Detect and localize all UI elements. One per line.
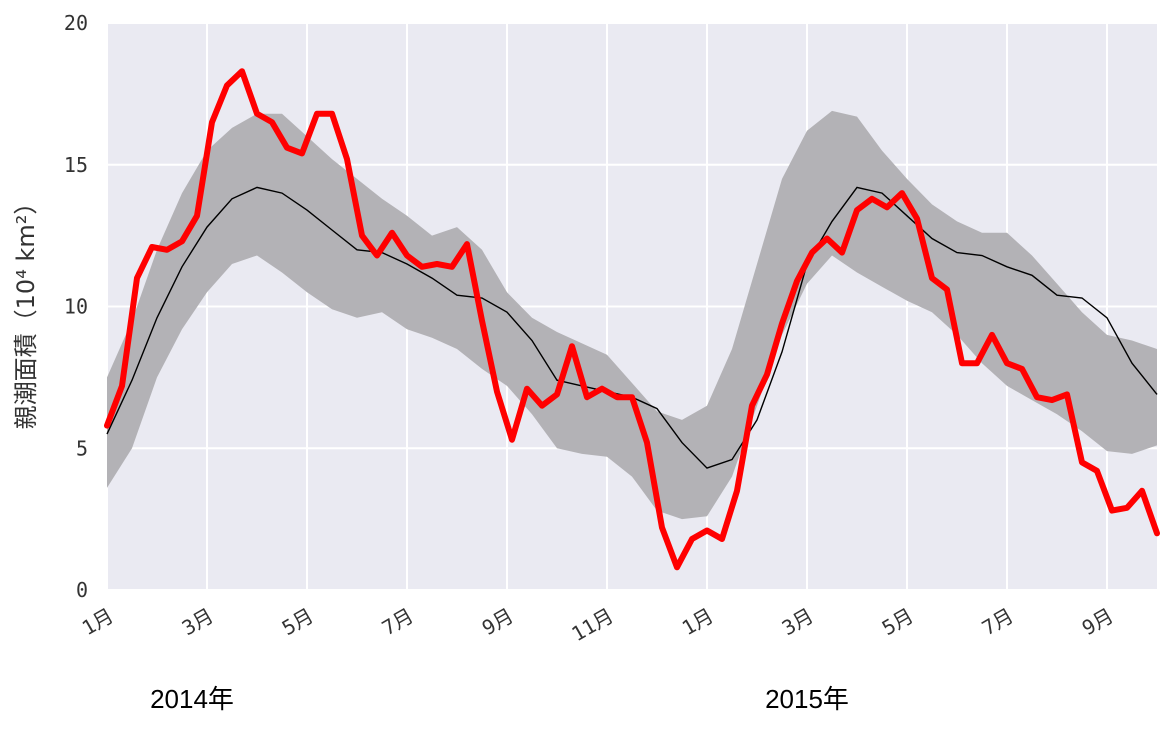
x-tick-label: 5月 xyxy=(878,603,918,640)
x-tick-label: 1月 xyxy=(678,603,718,640)
x-tick-label: 9月 xyxy=(1078,603,1118,640)
x-tick-label: 3月 xyxy=(178,603,218,640)
observed-layer xyxy=(104,68,1160,571)
y-tick-labels: 0 5 10 15 20 xyxy=(64,11,88,602)
x-tick-label: 3月 xyxy=(778,603,818,640)
year-label: 2015年 xyxy=(765,684,849,714)
x-tick-label: 7月 xyxy=(978,603,1018,640)
year-labels: 2014年 2015年 xyxy=(150,684,849,714)
y-tick-label: 0 xyxy=(76,578,88,602)
band-layer xyxy=(107,110,1157,520)
y-tick-label: 5 xyxy=(76,436,88,460)
observed-line xyxy=(104,68,1160,571)
x-tick-label: 11月 xyxy=(567,603,617,646)
x-tick-label: 5月 xyxy=(278,603,318,640)
y-tick-label: 15 xyxy=(64,153,88,177)
y-tick-label: 20 xyxy=(64,11,88,35)
range-band xyxy=(107,110,1157,520)
x-tick-labels: 1月 3月 5月 7月 9月 11月 1月 3月 5月 7月 9月 xyxy=(78,603,1118,646)
year-label: 2014年 xyxy=(150,684,234,714)
y-tick-label: 10 xyxy=(64,295,88,319)
y-axis-label: 親潮面積（10⁴ km²） xyxy=(12,191,40,430)
x-tick-label: 9月 xyxy=(478,603,518,640)
x-tick-label: 1月 xyxy=(78,603,118,640)
x-tick-label: 7月 xyxy=(378,603,418,640)
